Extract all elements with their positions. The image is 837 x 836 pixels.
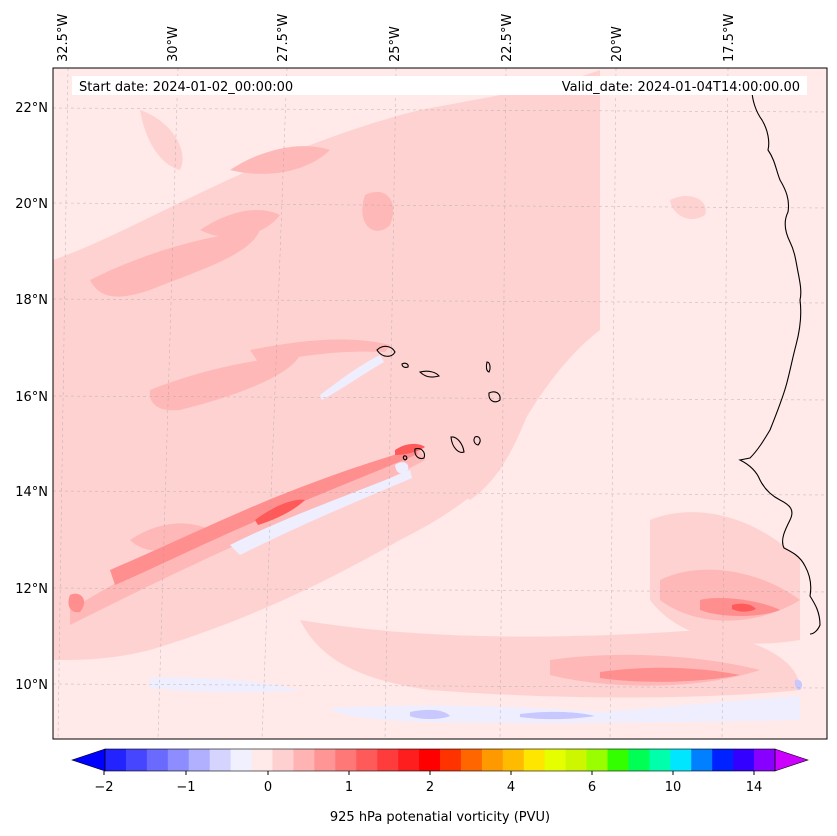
colorbar-cell [670, 749, 692, 771]
colorbar-cell [481, 749, 504, 771]
colorbar-cell [314, 749, 336, 771]
lat-tick-label: 18°N [15, 293, 48, 308]
colorbar-cell [607, 749, 629, 771]
lon-tick-label: 20°W [610, 26, 625, 62]
colorbar-cell [105, 749, 127, 771]
colorbar-cell [523, 749, 546, 771]
map-panel [53, 68, 827, 739]
colorbar-ticks [103, 771, 755, 775]
colorbar-tick-label: 2 [426, 780, 434, 795]
colorbar-cell [733, 749, 755, 771]
start-date-label: Start date: 2024-01-02_00:00:00 [79, 80, 293, 95]
lon-tick-label: 27.5°W [276, 14, 291, 62]
lon-tick-label: 22.5°W [500, 14, 515, 62]
colorbar-cell [544, 749, 567, 771]
lon-tick-label: 17.5°W [722, 14, 737, 62]
colorbar-tick-label: 14 [746, 780, 763, 795]
lon-tick-labels: 32.5°W 30°W 27.5°W 25°W 22.5°W 20°W 17.5… [56, 14, 737, 62]
colorbar-cell [146, 749, 169, 771]
island-boa-vista [488, 391, 501, 403]
colorbar-tick-label: −2 [94, 780, 113, 795]
island-sao-vicente [401, 362, 409, 368]
colorbar-tick-label: 10 [665, 780, 682, 795]
island-santiago [450, 436, 465, 453]
colorbar-cell [628, 749, 650, 771]
colorbar-tick-label: 0 [264, 780, 272, 795]
colorbar-tick-label: 6 [588, 780, 596, 795]
map-frame [52, 67, 828, 740]
lon-tick-label: 32.5°W [56, 14, 71, 62]
colorbar-cell [565, 749, 588, 771]
lat-tick-label: 10°N [15, 678, 48, 693]
colorbar-cell [398, 749, 420, 771]
colorbar-cell [440, 749, 462, 771]
colorbar-cell [419, 749, 441, 771]
island-fogo [414, 448, 425, 460]
colorbar-cell [251, 749, 273, 771]
lat-tick-label: 22°N [15, 101, 48, 116]
colorbar-frame [104, 748, 776, 772]
colorbar-cell [356, 749, 378, 771]
colorbar-tick-label: −1 [176, 780, 195, 795]
colorbar-cell [586, 749, 608, 771]
lat-tick-label: 16°N [15, 390, 48, 405]
colorbar-cell [188, 749, 211, 771]
lat-tick-label: 20°N [15, 197, 48, 212]
colorbar-cell [272, 749, 294, 771]
pv-contours-negative-deep [410, 679, 803, 720]
colorbar-cell [377, 749, 399, 771]
colorbar-cell [125, 749, 148, 771]
lat-tick-label: 14°N [15, 485, 48, 500]
colorbar-cell [460, 749, 483, 771]
colorbar-tick-labels: −2 −1 0 1 2 4 6 10 14 [94, 780, 762, 795]
lat-tick-label: 12°N [15, 582, 48, 597]
colorbar-min-extend [71, 748, 106, 772]
colorbar-tick-label: 4 [507, 780, 515, 795]
lon-tick-label: 30°W [166, 26, 181, 62]
island-maio [473, 436, 481, 446]
colorbar-cell [230, 749, 253, 771]
colorbar-max-extend [774, 748, 809, 772]
colorbar-cell [649, 749, 671, 771]
lon-tick-label: 25°W [388, 26, 403, 62]
colorbar-cells [105, 749, 776, 771]
valid-date-label: Valid_date: 2024-01-04T14:00:00.00 [562, 80, 800, 95]
header-box [72, 76, 807, 95]
cape-verde-islands [376, 345, 501, 461]
map-gridlines [53, 68, 827, 739]
colorbar-cell [502, 749, 525, 771]
colorbar-tick-label: 1 [345, 780, 353, 795]
colorbar-cell [209, 749, 232, 771]
lat-tick-labels: 22°N 20°N 18°N 16°N 14°N 12°N 10°N [15, 101, 48, 693]
pv-contours-peak [255, 443, 756, 612]
colorbar-cell [691, 749, 713, 771]
island-sao-nicolau [418, 370, 440, 378]
colorbar-label: 925 hPa potenatial vorticity (PVU) [330, 810, 550, 825]
island-sal [485, 361, 491, 373]
colorbar-cell [293, 749, 315, 771]
african-coastline [738, 89, 821, 635]
island-brava [402, 455, 408, 461]
colorbar-cell [167, 749, 190, 771]
colorbar-cell [712, 749, 734, 771]
colorbar-cell [754, 749, 776, 771]
island-santo-antao [376, 345, 396, 357]
colorbar-cell [335, 749, 357, 771]
colorbar: −2 −1 0 1 2 4 6 10 14 925 hPa potenatial… [71, 748, 809, 825]
